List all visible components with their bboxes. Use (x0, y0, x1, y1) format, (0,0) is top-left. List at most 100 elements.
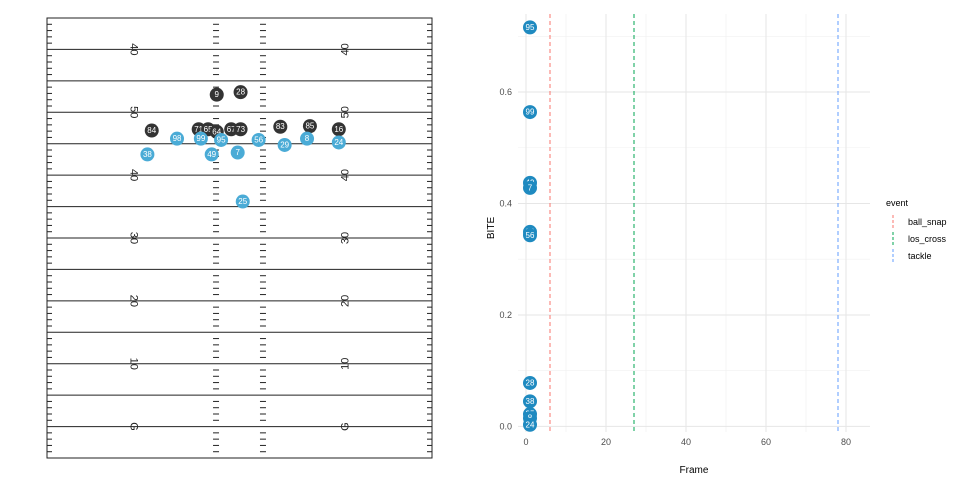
player-dot (235, 194, 250, 209)
yard-number-label: 40 (128, 169, 140, 181)
yard-number-label: 30 (339, 232, 351, 244)
y-axis-title: BITE (486, 217, 497, 240)
yard-number-label: 20 (128, 295, 140, 307)
player-marker: 98 (170, 131, 185, 146)
yard-number-label: G (128, 422, 140, 431)
data-point: 95 (523, 20, 537, 35)
player-jersey-label: 73 (236, 125, 245, 134)
player-jersey-label: 9 (215, 90, 220, 99)
data-point: 7 (523, 180, 537, 195)
player-marker: 99 (193, 131, 208, 146)
player-dot (193, 131, 208, 146)
player-jersey-label: 49 (207, 150, 216, 159)
player-jersey-label: 24 (334, 138, 343, 147)
data-point: 98 (523, 224, 537, 239)
yard-number-label: 10 (128, 358, 140, 370)
data-point: 8 (523, 411, 537, 426)
yard-number-label: 40 (128, 43, 140, 55)
player-marker: 28 (233, 85, 248, 100)
data-point: 99 (523, 105, 537, 120)
yard-number-label: 40 (339, 169, 351, 181)
y-tick-label: 0.2 (499, 310, 512, 320)
data-point-dot (523, 175, 537, 190)
player-jersey-label: 85 (305, 122, 314, 131)
player-jersey-label: 71 (194, 125, 203, 134)
player-jersey-label: 65 (204, 125, 213, 134)
player-jersey-label: 67 (227, 125, 236, 134)
yard-number-label: G (339, 422, 351, 431)
player-marker: 9 (209, 87, 224, 102)
data-point-label: 95 (526, 23, 535, 32)
player-marker: 29 (277, 137, 292, 152)
player-jersey-label: 64 (212, 127, 221, 136)
data-point: 56 (523, 228, 537, 243)
legend-title: event (886, 198, 909, 208)
data-point-label: 49 (526, 178, 535, 187)
player-dot (204, 147, 219, 162)
legend-item: tackle (892, 249, 932, 263)
player-jersey-label: 83 (276, 122, 285, 131)
player-dot (300, 131, 315, 146)
yard-number-label: 40 (339, 43, 351, 55)
player-dot (233, 85, 248, 100)
player-marker: 83 (273, 119, 288, 134)
x-tick-label: 60 (761, 437, 771, 447)
data-point-dot (523, 407, 537, 422)
player-marker: 8 (300, 131, 315, 146)
data-point-dot (523, 20, 537, 35)
player-marker: 24 (331, 135, 346, 150)
player-jersey-label: 95 (217, 135, 226, 144)
yard-number-label: 50 (128, 106, 140, 118)
player-jersey-label: 29 (280, 140, 289, 149)
player-dot (233, 122, 248, 137)
player-dot (273, 119, 288, 134)
y-tick-label: 0.4 (499, 198, 512, 208)
data-point-label: 25 (526, 410, 535, 419)
data-point-label: 24 (526, 420, 535, 429)
data-point-label: 38 (526, 397, 535, 406)
yard-number-label: 20 (339, 295, 351, 307)
player-dot (251, 132, 266, 147)
player-dot (331, 135, 346, 150)
player-dot (144, 123, 159, 138)
x-tick-label: 80 (841, 437, 851, 447)
data-point: 38 (523, 394, 537, 409)
player-jersey-label: 99 (196, 134, 205, 143)
data-point-label: 99 (526, 108, 535, 117)
player-jersey-label: 38 (143, 150, 152, 159)
player-dot (331, 122, 346, 137)
legend-item: ball_snap (892, 215, 947, 229)
data-point: 28 (523, 375, 537, 390)
data-point: 25 (523, 407, 537, 422)
data-point-label: 28 (526, 378, 535, 387)
x-axis-title: Frame (680, 465, 709, 476)
player-jersey-label: 98 (173, 134, 182, 143)
player-dot (230, 145, 245, 160)
player-marker: 95 (214, 132, 229, 147)
y-tick-label: 0.6 (499, 87, 512, 97)
player-dot (209, 87, 224, 102)
data-point-label: 7 (528, 183, 533, 192)
player-marker: 56 (251, 132, 266, 147)
y-tick-label: 0.0 (499, 421, 512, 431)
data-point-dot (523, 375, 537, 390)
player-jersey-label: 8 (305, 134, 310, 143)
data-point-dot (523, 224, 537, 239)
data-point-dot (523, 394, 537, 409)
player-marker: 49 (204, 147, 219, 162)
football-field-chart: G G 10 10 20 20 30 30 40 40 50 50 40 40 9 28 84 71 65 64 67… (46, 17, 433, 459)
player-marker: 38 (140, 147, 155, 162)
data-point-dot (523, 105, 537, 120)
legend-label: los_cross (908, 234, 947, 244)
data-point-dot (523, 417, 537, 432)
player-marker: 84 (144, 123, 159, 138)
player-jersey-label: 28 (236, 88, 245, 97)
player-dot (277, 137, 292, 152)
player-marker: 16 (331, 122, 346, 137)
player-marker: 7 (230, 145, 245, 160)
yard-number-label: 30 (128, 232, 140, 244)
legend-item: los_cross (892, 232, 947, 246)
player-jersey-label: 56 (254, 135, 263, 144)
legend-label: tackle (908, 251, 932, 261)
